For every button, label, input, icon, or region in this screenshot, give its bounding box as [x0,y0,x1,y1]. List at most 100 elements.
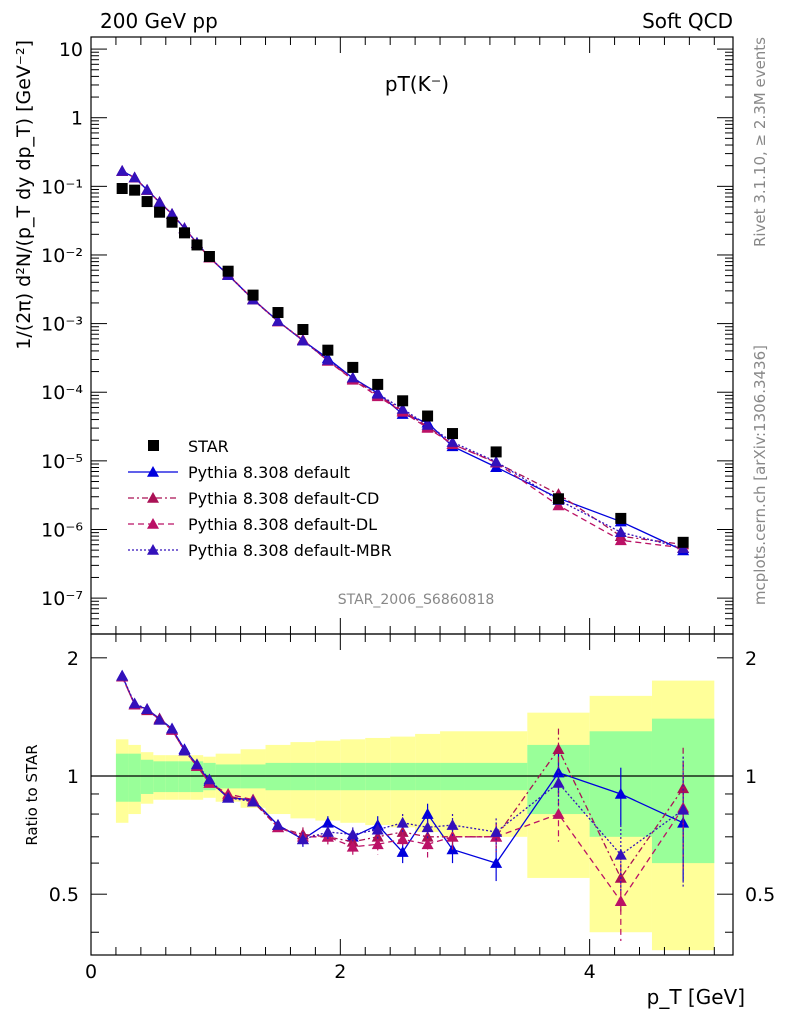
series-point [614,534,627,546]
series-point [490,455,503,467]
ratio-point [166,722,179,734]
ratio-point [421,838,434,850]
star-data-point [447,428,459,440]
star-data-point [272,307,284,319]
x-tick-label: 0 [85,961,97,983]
ratio-series-line [121,675,684,864]
ratio-y-tick-label: 2 [67,648,79,670]
x-tick-label: 2 [334,961,346,983]
ratio-y-tick-label-right: 1 [745,766,757,788]
ratio-point [271,819,284,830]
star-data-point [191,239,203,251]
ratio-series-line [121,675,684,856]
y-tick-label: 10⁻⁴ [41,382,83,404]
ratio-point [321,826,334,837]
series-point [116,164,129,176]
series-point [552,499,565,511]
analysis-watermark: STAR_2006_S6860818 [338,592,495,608]
y-tick-label: 10⁻³ [41,314,83,336]
ratio-point [296,833,309,845]
ratio-point [346,840,359,852]
y-tick-label: 10⁻⁵ [41,451,83,473]
ratio-y-tick-label-right: 0.5 [745,884,775,906]
ratio-point [490,826,503,837]
y-tick-label: 10 [59,39,83,61]
ratio-point [421,808,434,819]
ratio-y-tick-label: 0.5 [49,884,79,906]
star-data-point [166,216,178,228]
legend-label: Pythia 8.308 default [188,463,350,482]
legend-label: Pythia 8.308 default-MBR [188,541,392,560]
ratio-point [446,819,459,830]
ratio-point [614,787,627,799]
ratio-point [614,895,627,906]
ratio-point [128,697,141,709]
legend: STAR Pythia 8.308 default Pythia 8.308 def… [128,437,392,560]
series-point [141,183,154,195]
ratio-point [141,703,154,714]
ratio-point [614,848,627,860]
star-data-point [116,183,128,195]
star-data-point [397,395,409,407]
ratio-point [552,776,565,788]
star-data-point [552,493,564,505]
uncertainty-band-green [178,761,191,793]
star-data-point [247,289,259,301]
rivet-label: Rivet 3.1.10, ≥ 2.3M events [751,37,769,247]
star-data-point [141,196,153,208]
ratio-point [178,744,191,756]
ratio-point [153,713,166,725]
ratio-point [116,669,129,681]
ratio-point [371,838,384,850]
ratio-point [446,830,459,842]
series-point [128,171,141,183]
star-data-point [677,536,689,548]
x-tick-label: 4 [584,961,596,983]
uncertainty-band-green [165,761,179,793]
y-tick-label: 10⁻⁶ [41,519,83,541]
star-data-point [297,324,309,336]
legend-label: Pythia 8.308 default-CD [188,489,379,508]
ratio-point [371,823,384,835]
ratio-y-axis-label: Ratio to STAR [23,744,41,845]
series-point [396,402,409,414]
ratio-plot-frame [90,633,734,956]
star-data-point [347,361,359,373]
star-data-point [129,184,141,196]
ratio-point [552,808,565,819]
series-point [153,196,166,208]
ratio-y-tick-label-right: 2 [745,648,757,670]
legend-marker-star [148,440,159,451]
mcplots-label: mcplots.cern.ch [arXiv:1306.3436] [751,345,769,605]
ratio-point [396,833,409,845]
main-plot-panel: 10 1 10⁻¹ 10⁻² 10⁻³ 10⁻⁴ 10⁻⁵ 10⁻⁶ 10⁻⁷ pT(K⁻) S… [13,36,734,635]
ratio-point [396,846,409,857]
legend-marker [147,492,159,503]
y-axis-label: 1/(2π) d²N/(p_T dy dp_T) [GeV⁻²] [13,40,35,350]
ratio-series-line [121,676,684,880]
legend-label: STAR [188,437,229,456]
uncertainty-band-green [115,753,129,802]
series-point [271,315,284,326]
legend-marker [147,466,159,477]
ratio-point [552,743,565,755]
star-data-point [490,446,502,458]
star-data-point [178,227,190,239]
uncertainty-band-green [128,753,141,802]
ratio-series-mbr [116,669,690,891]
series-line [121,170,684,549]
series-point [321,353,334,365]
ratio-plot-panel: 0 2 4 2 2 1 1 0.5 0.5 Ratio to STAR p_T [GeV] [23,633,775,1009]
series-point [166,207,179,219]
y-tick-label: 1 [71,108,83,130]
legend-marker [147,518,159,529]
series-point [371,387,384,399]
star-data-point [422,410,434,422]
legend-label: Pythia 8.308 default-DL [188,515,377,534]
star-data-point [203,251,215,263]
x-axis-label: p_T [GeV] [647,985,745,1009]
star-data-point [615,512,627,524]
ratio-point [396,816,409,828]
uncertainty-band-green [153,761,166,793]
